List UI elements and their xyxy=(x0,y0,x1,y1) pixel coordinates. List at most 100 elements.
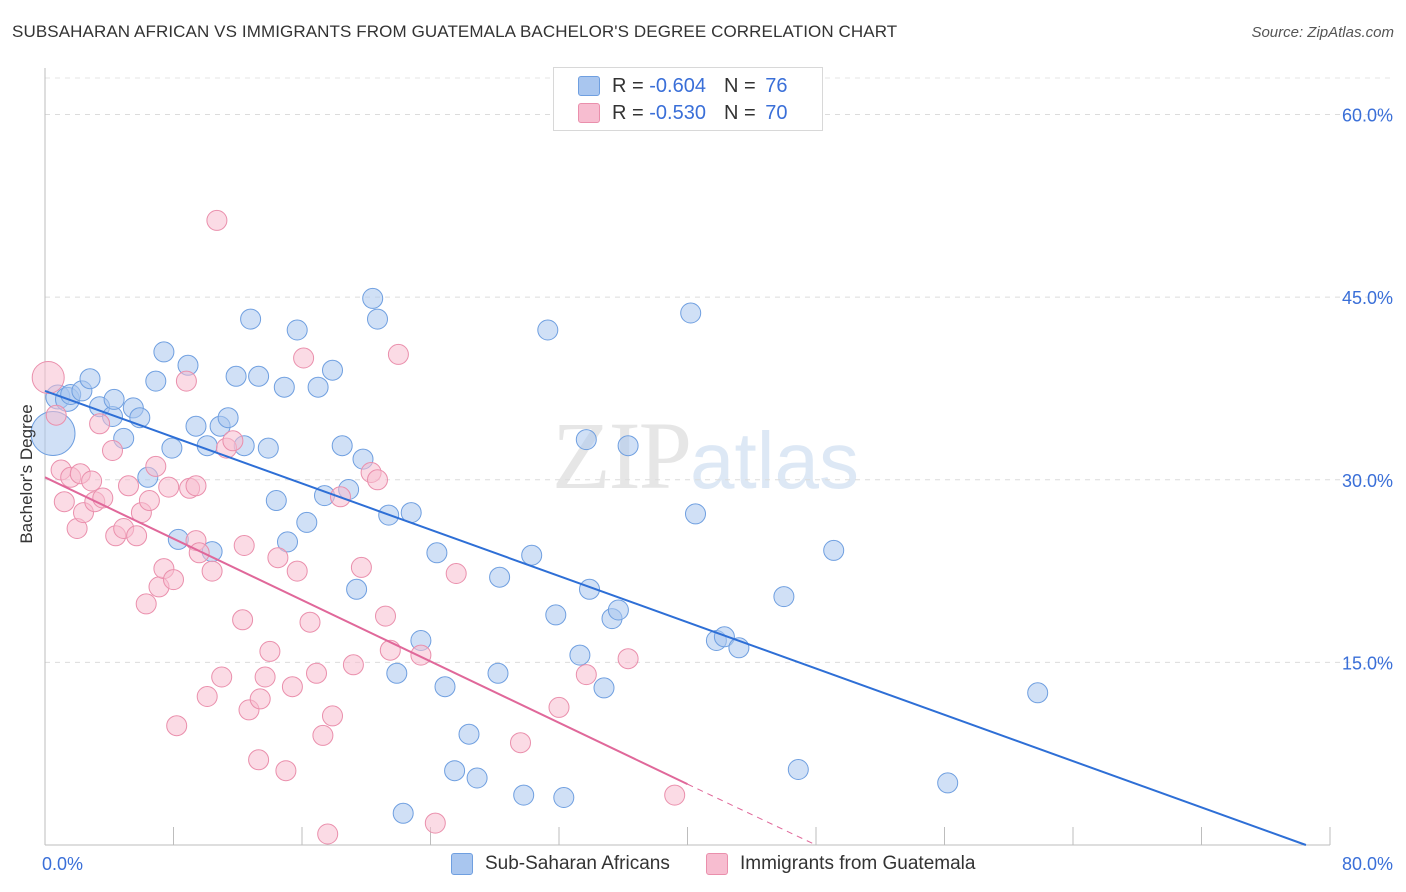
data-point xyxy=(211,666,233,688)
data-point xyxy=(787,759,809,780)
data-point xyxy=(322,705,343,727)
data-point xyxy=(386,662,408,684)
data-point xyxy=(138,490,160,511)
data-point xyxy=(254,666,276,688)
series-sub-saharan-africans xyxy=(30,287,1049,824)
data-point xyxy=(175,370,197,392)
trend-line xyxy=(44,389,1307,846)
data-point xyxy=(617,435,639,457)
data-point xyxy=(206,209,228,231)
legend-swatch-pink xyxy=(578,103,600,123)
data-point xyxy=(617,648,639,670)
data-point xyxy=(167,528,189,550)
data-point xyxy=(166,715,188,737)
data-point xyxy=(185,475,207,497)
data-point xyxy=(222,430,244,452)
legend-row-sub-saharan: R = -0.604 N = 76 xyxy=(578,74,787,98)
data-point xyxy=(375,605,396,627)
data-point xyxy=(281,676,303,698)
bottom-legend-sub-saharan: Sub-Saharan Africans xyxy=(451,851,670,877)
y-tick-label: 60.0% xyxy=(1342,106,1393,126)
data-point xyxy=(593,677,615,699)
data-point xyxy=(445,563,467,584)
correlation-legend: R = -0.604 N = 76 R = -0.530 N = 70 xyxy=(553,67,823,131)
legend-n-label: N = xyxy=(723,101,762,124)
data-point xyxy=(548,696,570,718)
data-point xyxy=(346,578,368,600)
legend-n-label: N = xyxy=(723,74,762,97)
trend-lines xyxy=(44,389,1307,846)
bottom-legend-label: Sub-Saharan Africans xyxy=(485,853,670,874)
data-point xyxy=(410,644,432,666)
data-point xyxy=(513,784,535,806)
data-point xyxy=(135,593,157,615)
legend-r-label: R = xyxy=(612,101,650,124)
data-point xyxy=(118,475,139,497)
data-point xyxy=(248,365,270,387)
data-point xyxy=(521,544,543,566)
data-point xyxy=(575,429,597,451)
y-tick-label: 45.0% xyxy=(1342,288,1393,308)
data-point xyxy=(31,361,65,394)
legend-r-label: R = xyxy=(612,74,650,97)
data-point xyxy=(232,609,254,631)
data-point xyxy=(161,437,183,459)
data-point xyxy=(53,491,75,513)
data-point xyxy=(569,644,591,666)
chart-title: SUBSAHARAN AFRICAN VS IMMIGRANTS FROM GU… xyxy=(12,22,898,41)
data-point xyxy=(664,784,686,806)
data-point xyxy=(444,760,466,782)
data-point xyxy=(185,415,207,437)
data-point xyxy=(286,319,308,341)
data-point xyxy=(607,599,629,621)
data-point xyxy=(217,407,239,429)
data-point xyxy=(713,626,735,648)
data-point xyxy=(322,359,343,381)
data-point xyxy=(342,654,364,676)
data-point xyxy=(103,388,125,410)
data-point xyxy=(392,802,414,824)
data-point xyxy=(458,723,480,745)
data-point xyxy=(79,368,101,390)
data-point xyxy=(81,470,103,492)
tick-labels: 15.0% 30.0% 45.0% 60.0% 0.0% 80.0% xyxy=(42,106,1393,874)
data-point xyxy=(575,664,597,686)
data-point xyxy=(466,767,488,789)
trend-line xyxy=(44,476,688,786)
data-point xyxy=(275,760,297,782)
data-point xyxy=(45,404,67,426)
data-point xyxy=(158,476,180,498)
data-point xyxy=(1027,682,1049,704)
data-point xyxy=(225,365,247,387)
data-point xyxy=(89,413,111,435)
data-point xyxy=(265,490,287,511)
data-point xyxy=(299,611,321,633)
data-point xyxy=(424,812,446,834)
watermark-atlas: atlas xyxy=(690,416,859,505)
y-tick-label: 15.0% xyxy=(1342,653,1393,673)
legend-swatch-blue xyxy=(578,76,600,96)
source-label: Source: ZipAtlas.com xyxy=(1251,24,1394,41)
legend-r-value: -0.530 xyxy=(649,101,706,124)
data-point xyxy=(680,302,702,324)
data-point xyxy=(317,823,339,845)
trend-line-extension xyxy=(687,783,817,846)
data-point xyxy=(102,440,123,461)
bottom-legend-swatch-blue xyxy=(451,853,473,875)
data-point xyxy=(153,341,175,363)
data-point xyxy=(233,535,255,556)
data-point xyxy=(145,455,167,477)
data-point xyxy=(387,343,409,365)
data-point xyxy=(510,732,531,754)
data-point xyxy=(126,525,148,547)
data-point xyxy=(145,370,167,392)
bottom-legend-label: Immigrants from Guatemala xyxy=(740,853,976,874)
data-point xyxy=(163,569,184,591)
data-point xyxy=(273,376,295,398)
data-point xyxy=(489,566,511,588)
zipatlas-watermark: ZIPatlas xyxy=(552,400,859,511)
data-point xyxy=(201,560,223,582)
data-point xyxy=(537,319,559,341)
data-point xyxy=(240,308,262,330)
data-point xyxy=(434,676,456,698)
